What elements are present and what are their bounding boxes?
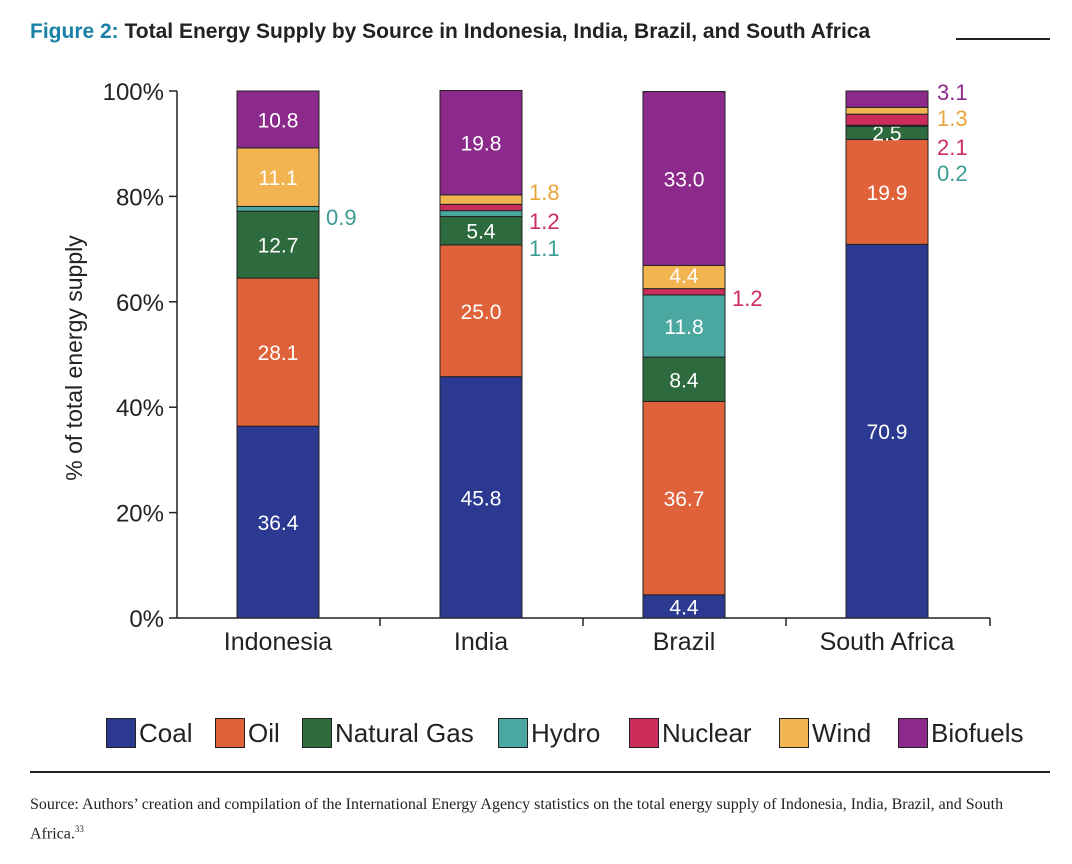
y-axis-title: % of total energy supply <box>61 235 87 481</box>
bar-segment <box>236 425 320 619</box>
data-label: 0.9 <box>326 205 357 230</box>
y-tick-label: 20% <box>116 501 164 528</box>
data-label: 28.1 <box>258 342 299 365</box>
y-tick-label: 0% <box>129 606 164 633</box>
source-note: Source: Authors’ creation and compilatio… <box>30 792 1040 846</box>
legend-swatch <box>629 718 659 748</box>
bar-segment <box>439 215 523 246</box>
data-label: 19.9 <box>867 182 908 205</box>
x-tick-label: Indonesia <box>224 628 333 656</box>
bar-segment <box>236 277 320 427</box>
legend-label: Hydro <box>531 717 601 748</box>
stacked-bar-chart: 0% 20% 40% 60% 80% 100% % of total energy supp… <box>61 79 991 656</box>
data-label: 11.8 <box>664 316 703 339</box>
legend-swatch <box>779 718 809 748</box>
legend-swatch <box>215 718 245 748</box>
legend-swatch <box>498 718 528 748</box>
bar-segment <box>642 400 726 596</box>
data-label: 1.3 <box>937 106 968 131</box>
bar-segment <box>439 210 523 217</box>
data-label: 1.2 <box>732 286 763 311</box>
bar-segment <box>845 106 929 115</box>
data-label: 36.4 <box>258 512 299 535</box>
bottom-rule <box>30 771 1050 773</box>
figure-label: Figure 2: <box>30 20 119 43</box>
data-label: 2.1 <box>937 135 968 160</box>
data-label: 10.8 <box>258 109 299 132</box>
bar-segment <box>236 90 320 149</box>
legend-label: Biofuels <box>931 717 1024 748</box>
legend-label: Natural Gas <box>335 717 474 748</box>
title-rule <box>956 38 1050 40</box>
bar-segment <box>439 376 523 619</box>
figure-title: Figure 2: Total Energy Supply by Source … <box>30 20 870 44</box>
legend-item: Coal <box>106 716 192 750</box>
legend-swatch <box>898 718 928 748</box>
bar-segment <box>236 147 320 207</box>
data-label: 1.1 <box>529 236 560 261</box>
x-tick-label: India <box>454 628 508 656</box>
data-label: 45.8 <box>461 487 502 510</box>
data-label: 4.4 <box>669 596 699 619</box>
legend-swatch <box>106 718 136 748</box>
bar-segment <box>439 89 523 196</box>
data-label: 3.1 <box>937 80 968 105</box>
legend-swatch <box>302 718 332 748</box>
legend-label: Coal <box>139 717 193 748</box>
bar-segment <box>845 113 929 126</box>
legend-item: Hydro <box>498 716 600 750</box>
bar-segment <box>642 356 726 402</box>
y-tick-label: 40% <box>116 395 164 422</box>
legend-item: Wind <box>779 716 871 750</box>
data-label: 8.4 <box>669 369 699 392</box>
source-text: Source: Authors’ creation and compilatio… <box>30 796 1004 843</box>
footnote-ref: 33 <box>74 824 84 834</box>
legend-item: Nuclear <box>629 716 752 750</box>
bar-segment <box>439 194 523 205</box>
x-tick-label: South Africa <box>820 628 955 656</box>
bar-segment <box>236 210 320 279</box>
y-tick-label: 60% <box>116 290 164 317</box>
bar-segment <box>845 138 929 245</box>
data-label: 1.2 <box>529 209 560 234</box>
y-tick-label: 100% <box>103 79 164 106</box>
data-label: 19.8 <box>461 133 502 156</box>
bar-segment <box>439 203 523 212</box>
data-label: 0.2 <box>937 161 968 186</box>
legend-item: Oil <box>215 716 280 750</box>
data-label: 25.0 <box>461 301 502 324</box>
bar-segment <box>439 244 523 378</box>
x-tick-label: Brazil <box>653 628 716 656</box>
legend-label: Nuclear <box>662 717 752 748</box>
data-label: 33.0 <box>664 168 705 191</box>
bar-segment <box>845 243 929 619</box>
data-label: 2.5 <box>872 122 901 145</box>
data-label: 1.8 <box>529 180 560 205</box>
bar-segment <box>642 288 726 296</box>
legend-item: Biofuels <box>898 716 1024 750</box>
legend-label: Oil <box>248 717 280 748</box>
bar-segment <box>236 205 320 212</box>
data-label: 11.1 <box>258 167 297 190</box>
y-tick-label: 80% <box>116 184 164 211</box>
data-label: 5.4 <box>466 221 496 244</box>
legend-label: Wind <box>812 717 872 748</box>
data-label: 12.7 <box>258 235 299 258</box>
legend-item: Natural Gas <box>302 716 474 750</box>
data-label: 70.9 <box>867 421 908 444</box>
figure-title-text: Total Energy Supply by Source in Indones… <box>124 20 871 43</box>
data-label: 4.4 <box>669 265 699 288</box>
bar-segment <box>642 91 726 266</box>
bar-segment <box>845 90 929 108</box>
data-label: 36.7 <box>664 488 705 511</box>
